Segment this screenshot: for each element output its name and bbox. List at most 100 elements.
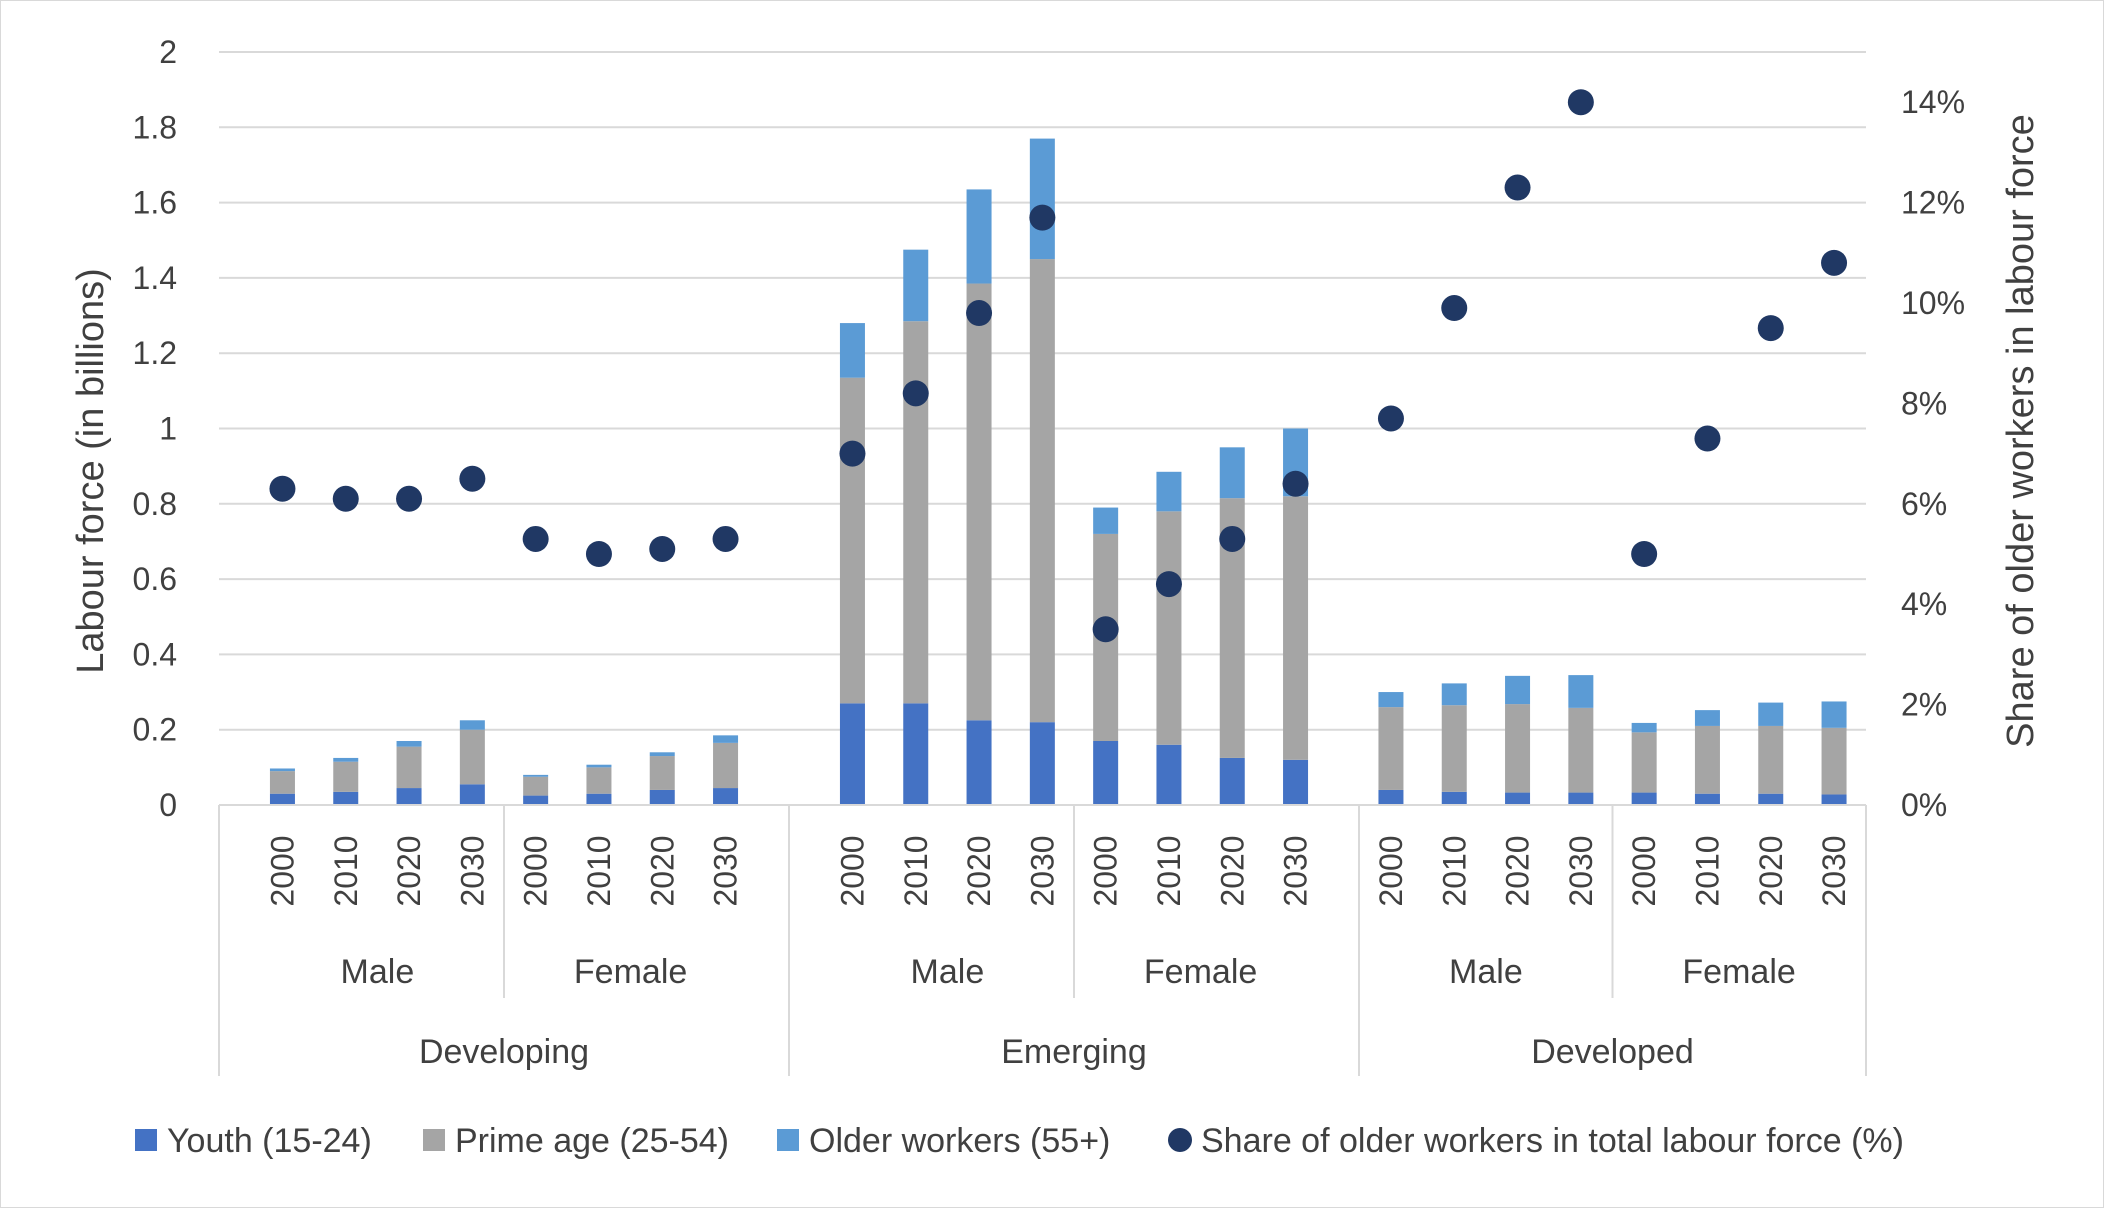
legend-swatch	[777, 1129, 799, 1151]
bar-segment	[1283, 496, 1309, 760]
bar-segment	[1631, 792, 1657, 805]
bar-segment	[1821, 794, 1847, 805]
year-tick-label: 2030	[1024, 835, 1060, 906]
y2-tick-label: 10%	[1901, 285, 1965, 321]
y2-tick-label: 0%	[1901, 787, 1947, 823]
year-tick-label: 2010	[581, 835, 617, 906]
bar-segment	[1093, 740, 1119, 805]
bar-segment	[966, 720, 992, 805]
bar-segment	[713, 788, 739, 805]
share-point	[1821, 249, 1848, 276]
bar-segment	[1029, 722, 1055, 805]
year-tick-label: 2030	[1278, 835, 1314, 906]
bar-segment	[333, 761, 359, 792]
bar-segment	[1219, 757, 1245, 805]
right-axis-ticks: 0% 2% 4% 6% 8% 10% 12% 14%	[1901, 84, 1965, 823]
y2-axis-title: Share of older workers in labour force	[2000, 114, 2042, 748]
bar-segment	[1821, 727, 1847, 795]
bar-segment	[649, 789, 675, 805]
gender-label: Male	[341, 953, 415, 991]
legend-swatch	[423, 1129, 445, 1151]
year-tick-label: 2020	[961, 835, 997, 906]
bar-segment	[1093, 507, 1119, 534]
year-tick-label: 2000	[518, 835, 554, 906]
gender-label: Male	[911, 953, 985, 991]
bar-segment	[1694, 793, 1720, 805]
share-point	[522, 525, 549, 552]
bars	[269, 138, 1847, 805]
bar-segment	[1505, 675, 1531, 705]
share-point	[1441, 295, 1468, 322]
share-point	[966, 300, 993, 327]
share-point	[459, 465, 486, 492]
bar-segment	[1631, 732, 1657, 793]
year-tick-label: 2020	[1500, 835, 1536, 906]
year-tick-label: 2000	[834, 835, 870, 906]
bar-segment	[1378, 789, 1404, 805]
bar-segment	[1441, 791, 1467, 805]
gender-label: Male	[1449, 953, 1523, 991]
bar-segment	[459, 720, 485, 730]
year-tick-label: 2030	[1816, 835, 1852, 906]
bar-segment	[269, 768, 295, 772]
bar-segment	[1156, 744, 1182, 805]
bar-segment	[1219, 447, 1245, 499]
y-tick-label: 0	[159, 787, 177, 823]
bar-segment	[1821, 701, 1847, 728]
share-point	[396, 485, 423, 512]
bar-segment	[966, 189, 992, 284]
bar-segment	[269, 771, 295, 794]
bar-segment	[1694, 725, 1720, 794]
year-tick-label: 2000	[1373, 835, 1409, 906]
share-point	[649, 535, 676, 562]
bar-segment	[1505, 704, 1531, 793]
bar-segment	[1441, 705, 1467, 792]
legend-swatch	[135, 1129, 157, 1151]
bar-segment	[523, 776, 549, 796]
year-tick-label: 2010	[328, 835, 364, 906]
share-point	[1631, 541, 1658, 567]
y-axis-title: Labour force (in billions)	[70, 268, 112, 674]
y-tick-label: 1.6	[133, 185, 177, 221]
share-point	[1757, 315, 1784, 342]
bar-segment	[903, 249, 929, 322]
share-point	[585, 541, 612, 567]
bar-segment	[1631, 722, 1657, 733]
share-point	[332, 485, 359, 512]
bar-segment	[523, 774, 549, 777]
y-tick-label: 0.4	[133, 636, 177, 672]
share-point	[839, 440, 866, 467]
share-point	[1029, 204, 1056, 231]
y-tick-label: 2	[159, 34, 177, 70]
share-point	[1694, 425, 1721, 452]
bar-segment	[586, 764, 612, 768]
bar-segment	[903, 321, 929, 704]
share-point	[1282, 470, 1309, 497]
bar-segment	[1283, 759, 1309, 805]
y-tick-label: 1	[159, 411, 177, 447]
bar-segment	[1441, 683, 1467, 706]
year-tick-label: 2000	[1088, 835, 1124, 906]
bar-segment	[1029, 138, 1055, 260]
year-tick-label: 2020	[644, 835, 680, 906]
share-point	[902, 380, 929, 407]
legend-label: Share of older workers in total labour f…	[1201, 1122, 1904, 1160]
y2-tick-label: 4%	[1901, 586, 1947, 622]
region-label: Developing	[419, 1033, 589, 1071]
year-tick-label: 2030	[454, 835, 490, 906]
gender-label: Female	[574, 953, 687, 991]
year-tick-label: 2000	[1626, 835, 1662, 906]
share-point	[1092, 616, 1119, 643]
year-tick-label: 2010	[898, 835, 934, 906]
y2-tick-label: 2%	[1901, 687, 1947, 723]
share-point	[269, 475, 296, 502]
bar-segment	[1029, 259, 1055, 723]
bar-segment	[713, 742, 739, 789]
bar-segment	[1694, 710, 1720, 726]
bar-segment	[1378, 707, 1404, 790]
y2-tick-label: 14%	[1901, 84, 1965, 120]
y2-tick-label: 8%	[1901, 385, 1947, 421]
bar-segment	[459, 784, 485, 805]
